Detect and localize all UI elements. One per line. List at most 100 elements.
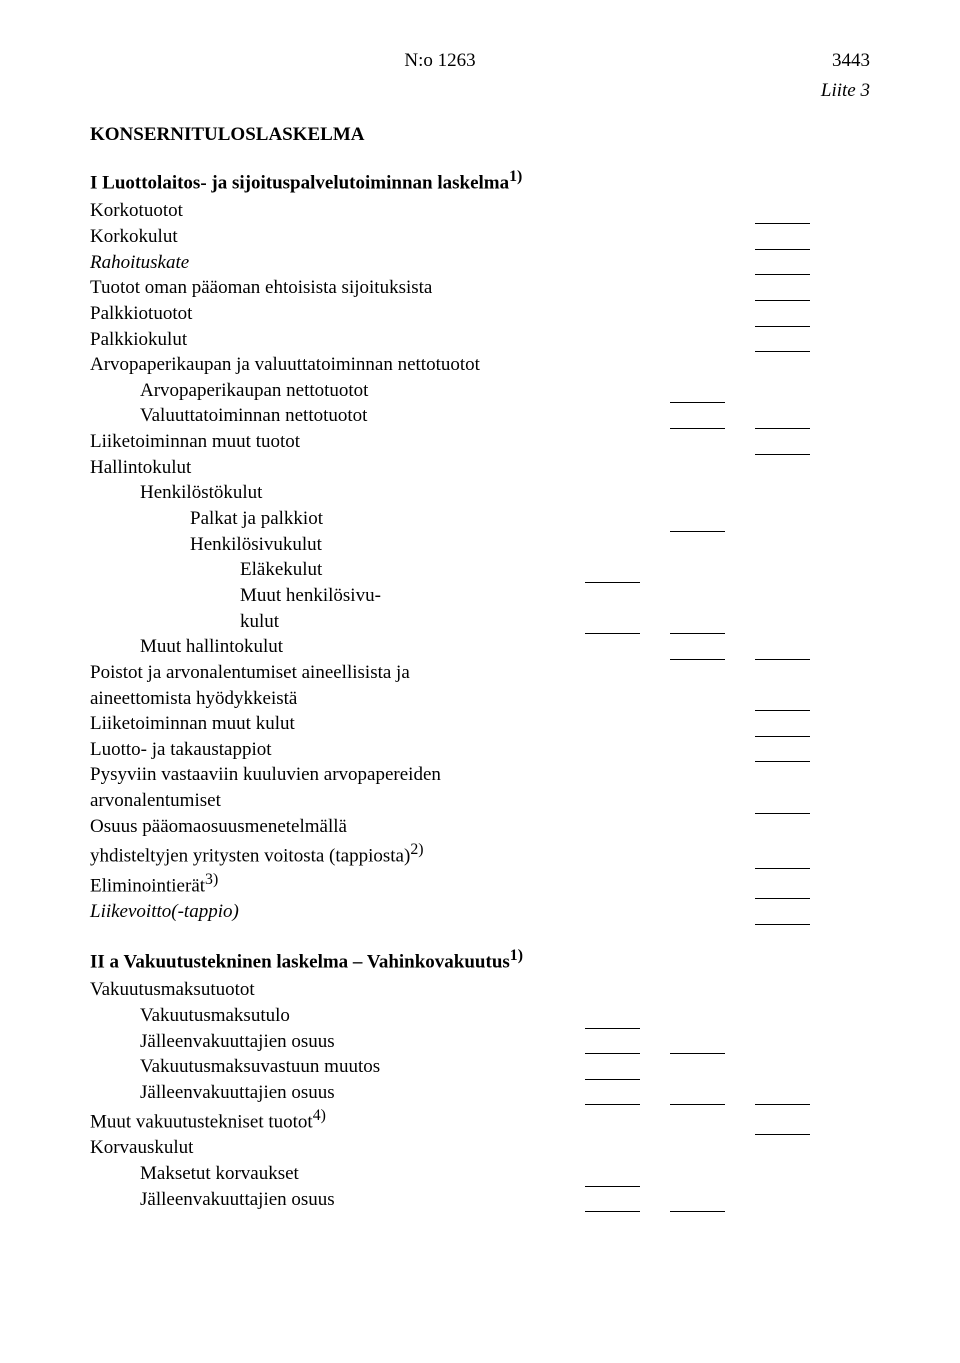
label: Liiketoiminnan muut tuotot — [90, 429, 300, 455]
row-muut-henkilosivu-b: kulut — [90, 609, 870, 635]
blank — [755, 693, 810, 711]
row-osuus-a: Osuus pääomaosuusmenetelmällä — [90, 814, 870, 840]
blank — [755, 642, 810, 660]
label: yhdisteltyjen yritysten voitosta (tappio… — [90, 839, 424, 869]
label: Maksetut korvaukset — [90, 1161, 299, 1187]
blank — [755, 744, 810, 762]
blank — [755, 232, 810, 250]
row-vakuutusmaksutuotot: Vakuutusmaksutuotot — [90, 977, 870, 1003]
label: Valuuttatoiminnan nettotuotot — [90, 403, 367, 429]
blank — [670, 1036, 725, 1054]
label: Jälleenvakuuttajien osuus — [90, 1080, 335, 1106]
label: Palkat ja palkkiot — [90, 506, 323, 532]
blank — [755, 206, 810, 224]
row-valuuttatoiminnan-netto: Valuuttatoiminnan nettotuotot — [90, 403, 870, 429]
row-luotto-takaustappiot: Luotto- ja takaustappiot — [90, 737, 870, 763]
label: Korkokulut — [90, 224, 178, 250]
label: Liiketoiminnan muut kulut — [90, 711, 295, 737]
row-palkkiotuotot: Palkkiotuotot — [90, 301, 870, 327]
label: Osuus pääomaosuusmenetelmällä — [90, 814, 347, 840]
page-header: N:o 1263 3443 — [90, 50, 870, 72]
osuus-sup: 2) — [410, 841, 423, 858]
section2-sup: 1) — [510, 947, 523, 964]
label: Liikevoitto(-tappio) — [90, 899, 239, 925]
blank — [585, 1194, 640, 1212]
row-palkkiokulut: Palkkiokulut — [90, 327, 870, 353]
label: Rahoituskate — [90, 250, 189, 276]
row-henkilosivukulut: Henkilösivukulut — [90, 532, 870, 558]
label: Muut hallintokulut — [90, 634, 283, 660]
row-arvopaperikaupan: Arvopaperikaupan ja valuuttatoiminnan ne… — [90, 352, 870, 378]
label: Jälleenvakuuttajien osuus — [90, 1187, 335, 1213]
blank — [755, 308, 810, 326]
label: Eliminointierät3) — [90, 869, 218, 899]
mvt-text: Muut vakuutustekniset tuotot — [90, 1112, 313, 1133]
row-liiketoiminnan-muut-kulut: Liiketoiminnan muut kulut — [90, 711, 870, 737]
label: Muut vakuutustekniset tuotot4) — [90, 1105, 326, 1135]
section2-title-text: II a Vakuutustekninen laskelma – Vahinko… — [90, 951, 510, 972]
page: N:o 1263 3443 Liite 3 KONSERNITULOSLASKE… — [0, 0, 960, 1252]
blank — [585, 565, 640, 583]
row-palkat: Palkat ja palkkiot — [90, 506, 870, 532]
section1-title-text: I Luottolaitos- ja sijoituspalvelutoimin… — [90, 172, 509, 193]
elim-text: Eliminointierät — [90, 876, 205, 897]
blank — [755, 851, 810, 869]
row-maksetut-korvaukset: Maksetut korvaukset — [90, 1161, 870, 1187]
blank — [755, 1087, 810, 1105]
row-korkotuotot: Korkotuotot — [90, 198, 870, 224]
label: kulut — [90, 609, 279, 635]
row-liiketoiminnan-muut-tuotot: Liiketoiminnan muut tuotot — [90, 429, 870, 455]
row-pysyviin-a: Pysyviin vastaaviin kuuluvien arvopapere… — [90, 762, 870, 788]
label: Henkilöstökulut — [90, 480, 262, 506]
row-korvauskulut: Korvauskulut — [90, 1135, 870, 1161]
blank — [670, 1194, 725, 1212]
row-pysyviin-b: arvonalentumiset — [90, 788, 870, 814]
label: Henkilösivukulut — [90, 532, 322, 558]
blank — [670, 514, 725, 532]
section1-sup: 1) — [509, 168, 522, 185]
label: Arvopaperikaupan nettotuotot — [90, 378, 368, 404]
row-tuotot-oman: Tuotot oman pääoman ehtoisista sijoituks… — [90, 275, 870, 301]
row-jalleen2: Jälleenvakuuttajien osuus — [90, 1080, 870, 1106]
label: Hallintokulut — [90, 455, 191, 481]
blank — [755, 411, 810, 429]
blank — [585, 1087, 640, 1105]
label: Palkkiokulut — [90, 327, 187, 353]
label: aineettomista hyödykkeistä — [90, 686, 297, 712]
label: Palkkiotuotot — [90, 301, 192, 327]
label: Arvopaperikaupan ja valuuttatoiminnan ne… — [90, 352, 480, 378]
label: Korkotuotot — [90, 198, 183, 224]
label: Luotto- ja takaustappiot — [90, 737, 272, 763]
blank — [755, 1117, 810, 1135]
liite-label: Liite 3 — [90, 80, 870, 102]
label: Pysyviin vastaaviin kuuluvien arvopapere… — [90, 762, 441, 788]
row-elakekulut: Eläkekulut — [90, 557, 870, 583]
doc-number: N:o 1263 — [90, 50, 790, 72]
mvt-sup: 4) — [313, 1107, 326, 1124]
blank — [670, 642, 725, 660]
blank — [755, 719, 810, 737]
blank — [755, 437, 810, 455]
label: Eläkekulut — [90, 557, 322, 583]
row-muut-vakuutustekniset: Muut vakuutustekniset tuotot4) — [90, 1105, 870, 1135]
doc-title: KONSERNITULOSLASKELMA — [90, 124, 870, 146]
row-muut-henkilosivu-a: Muut henkilösivu- — [90, 583, 870, 609]
blank — [670, 385, 725, 403]
blank — [670, 411, 725, 429]
section2-title: II a Vakuutustekninen laskelma – Vahinko… — [90, 947, 870, 973]
label: Jälleenvakuuttajien osuus — [90, 1029, 335, 1055]
row-jalleen1: Jälleenvakuuttajien osuus — [90, 1029, 870, 1055]
row-osuus-b: yhdisteltyjen yritysten voitosta (tappio… — [90, 839, 870, 869]
blank — [585, 616, 640, 634]
label: Muut henkilösivu- — [90, 583, 381, 609]
blank — [670, 1087, 725, 1105]
blank — [755, 257, 810, 275]
label: Poistot ja arvonalentumiset aineellisist… — [90, 660, 410, 686]
blank — [585, 1010, 640, 1028]
blank — [585, 1036, 640, 1054]
label: Vakuutusmaksuvastuun muutos — [90, 1054, 380, 1080]
blank — [585, 1062, 640, 1080]
label: Vakuutusmaksutulo — [90, 1003, 290, 1029]
blank — [670, 616, 725, 634]
blank — [755, 283, 810, 301]
